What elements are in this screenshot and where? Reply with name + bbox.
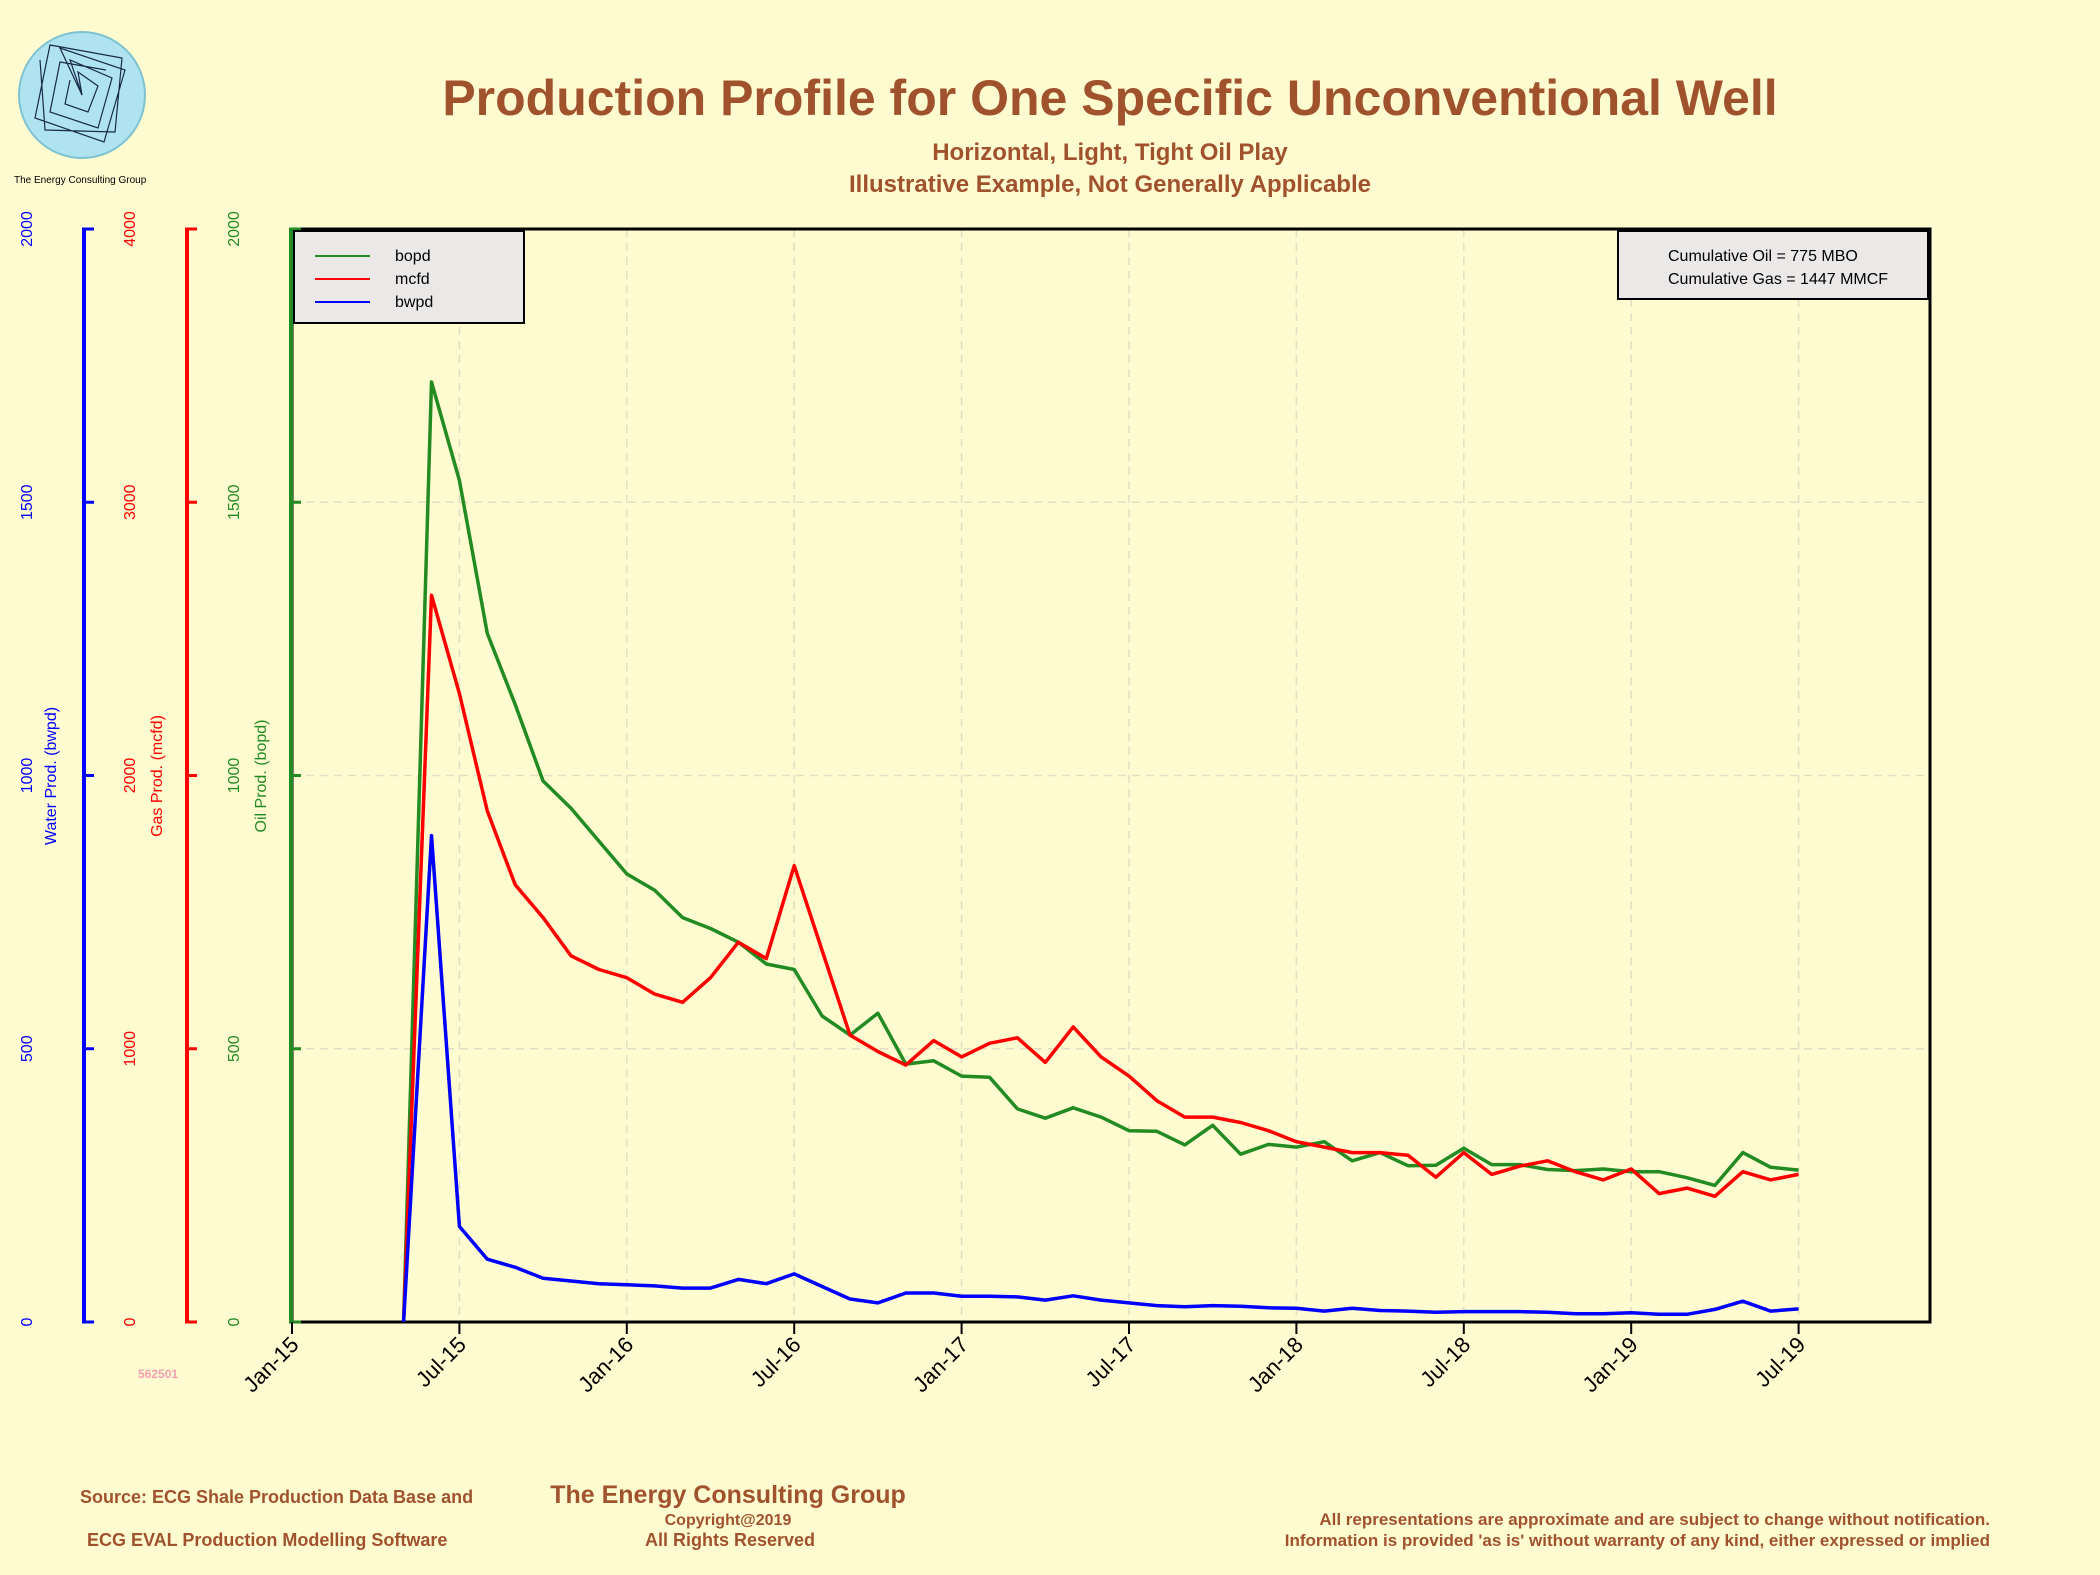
gas-axis: Gas Prod. (mcfd) bbox=[149, 230, 189, 1322]
gas-axis-label: Gas Prod. (mcfd) bbox=[149, 715, 166, 837]
disclaimer-2: Information is provided 'as is' without … bbox=[1285, 1531, 1990, 1550]
oil-tick-label: 1500 bbox=[226, 484, 243, 520]
gas-tick-label: 4000 bbox=[122, 211, 139, 247]
y-ticks: 0 500 1000 1500 2000 0 1000 2000 3000 4000 0 500 100… bbox=[19, 211, 301, 1326]
x-tick-label: Jul-15 bbox=[411, 1332, 471, 1392]
source-line-2: ECG EVAL Production Modelling Software bbox=[87, 1530, 447, 1550]
footer-rights: All Rights Reserved bbox=[645, 1530, 815, 1550]
series-line-mcfd bbox=[401, 593, 1799, 1323]
water-axis: Water Prod. (bwpd) bbox=[43, 230, 86, 1322]
well-id: 562501 bbox=[138, 1367, 178, 1381]
gas-tick-label: 1000 bbox=[122, 1031, 139, 1067]
chart-subtitle-1: Horizontal, Light, Tight Oil Play bbox=[932, 139, 1288, 166]
logo-caption: The Energy Consulting Group bbox=[14, 175, 147, 186]
chart-title: Production Profile for One Specific Unco… bbox=[442, 70, 1777, 126]
water-tick-label: 0 bbox=[19, 1317, 36, 1326]
disclaimer-1: All representations are approximate and … bbox=[1319, 1510, 1990, 1529]
series-line-bwpd bbox=[401, 833, 1799, 1323]
logo-spiral-icon bbox=[34, 44, 126, 143]
gas-tick-label: 0 bbox=[122, 1317, 139, 1326]
water-axis-label: Water Prod. (bwpd) bbox=[43, 707, 60, 845]
x-tick-label: Jan-19 bbox=[1577, 1332, 1642, 1397]
series-layer bbox=[401, 380, 1799, 1323]
legend-label-bopd: bopd bbox=[395, 248, 431, 265]
water-tick-label: 2000 bbox=[19, 211, 36, 247]
legend-label-bwpd: bwpd bbox=[395, 294, 433, 311]
x-tick-label: Jul-16 bbox=[746, 1332, 806, 1392]
logo: The Energy Consulting Group bbox=[14, 31, 147, 186]
x-tick-label: Jan-18 bbox=[1243, 1332, 1308, 1397]
x-tick-label: Jul-19 bbox=[1750, 1332, 1810, 1392]
grid bbox=[291, 228, 1930, 1323]
x-tick-label: Jan-16 bbox=[573, 1332, 638, 1397]
cumulative-gas: Cumulative Gas = 1447 MMCF bbox=[1668, 271, 1888, 288]
oil-tick-label: 0 bbox=[226, 1317, 243, 1326]
water-tick-label: 1500 bbox=[19, 484, 36, 520]
oil-tick-label: 500 bbox=[226, 1035, 243, 1062]
oil-tick-label: 1000 bbox=[226, 758, 243, 794]
source-line-1: Source: ECG Shale Production Data Base a… bbox=[80, 1487, 473, 1507]
x-tick-label: Jul-17 bbox=[1080, 1332, 1140, 1392]
gas-tick-label: 2000 bbox=[122, 758, 139, 794]
x-ticks: Jan-15 Jul-15 Jan-16 Jul-16 Jan-17 Jul-17 Jan-… bbox=[238, 1322, 1810, 1397]
cumulative-box: Cumulative Oil = 775 MBO Cumulative Gas … bbox=[1617, 230, 1929, 300]
cumulative-oil: Cumulative Oil = 775 MBO bbox=[1668, 248, 1858, 265]
legend: bopd mcfd bwpd bbox=[293, 230, 525, 324]
x-tick-label: Jul-18 bbox=[1415, 1332, 1475, 1392]
footer-copyright: Copyright@2019 bbox=[665, 1512, 792, 1529]
legend-box bbox=[293, 230, 525, 324]
cumulative-box-frame bbox=[1617, 230, 1929, 300]
chart-subtitle-2: Illustrative Example, Not Generally Appl… bbox=[849, 171, 1371, 198]
legend-label-mcfd: mcfd bbox=[395, 271, 430, 288]
oil-axis-label: Oil Prod. (bopd) bbox=[253, 720, 270, 833]
series-line-bopd bbox=[401, 380, 1799, 1323]
x-tick-label: Jan-15 bbox=[238, 1332, 303, 1397]
oil-axis: Oil Prod. (bopd) bbox=[253, 230, 293, 1322]
water-tick-label: 500 bbox=[19, 1035, 36, 1062]
water-tick-label: 1000 bbox=[19, 758, 36, 794]
x-tick-label: Jan-17 bbox=[908, 1332, 973, 1397]
footer-company: The Energy Consulting Group bbox=[550, 1481, 906, 1509]
gas-tick-label: 3000 bbox=[122, 484, 139, 520]
oil-tick-label: 2000 bbox=[226, 211, 243, 247]
